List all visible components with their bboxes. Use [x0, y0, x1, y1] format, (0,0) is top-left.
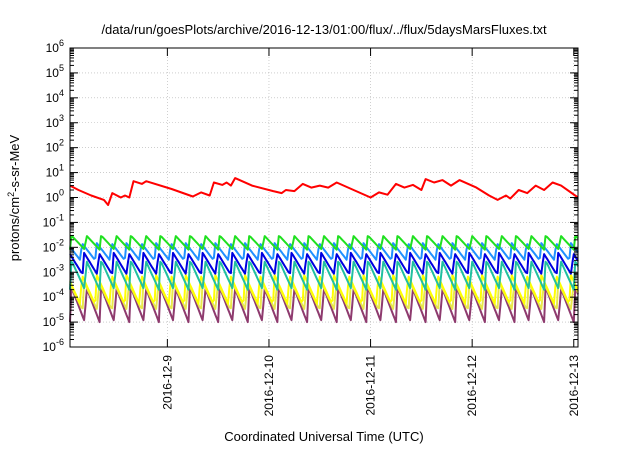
y-axis-label: protons/cm2-s-sr-MeV [6, 134, 22, 261]
y-tick-label: 10-4 [43, 287, 64, 304]
x-tick-label: 2016-12-9 [160, 355, 174, 410]
y-tick-label: 100 [46, 188, 64, 205]
x-tick-label: 2016-12-11 [364, 355, 378, 416]
y-tick-label: 102 [46, 138, 64, 155]
y-tick-label: 104 [46, 88, 64, 105]
x-axis-label: Coordinated Universal Time (UTC) [224, 429, 423, 444]
y-axis-label-main: protons/cm [7, 197, 22, 261]
y-tick-label: 10-5 [43, 312, 64, 329]
x-tick-label: 2016-12-12 [465, 355, 479, 417]
y-tick-label: 10-1 [43, 212, 64, 229]
y-axis-label-sup: 2 [6, 192, 16, 197]
x-tick-label: 2016-12-13 [567, 355, 581, 417]
y-tick-label: 10-3 [43, 262, 64, 279]
series-layer [69, 177, 579, 324]
series-line-6 [69, 242, 579, 261]
y-tick-label: 101 [46, 163, 64, 180]
y-tick-label: 103 [46, 113, 64, 130]
chart-title: /data/run/goesPlots/archive/2016-12-13/0… [101, 22, 547, 37]
x-tick-label: 2016-12-10 [262, 355, 276, 417]
series-line-3 [69, 274, 579, 305]
y-axis-label-rest: -s-sr-MeV [7, 134, 22, 191]
y-tick-label: 10-2 [43, 237, 64, 254]
y-tick-label: 105 [46, 63, 64, 80]
axis-ticks: 106 105 104 103 102 101 100 10-1 10-2 10-3 10-4 10-… [43, 38, 581, 416]
series-line-1 [69, 287, 579, 324]
y-tick-label: 10-6 [43, 337, 64, 354]
series-line-8 [69, 177, 579, 206]
series-line-4 [69, 260, 579, 291]
series-line-5 [69, 251, 579, 275]
series-line-7 [69, 235, 579, 251]
y-tick-label: 106 [46, 38, 64, 55]
